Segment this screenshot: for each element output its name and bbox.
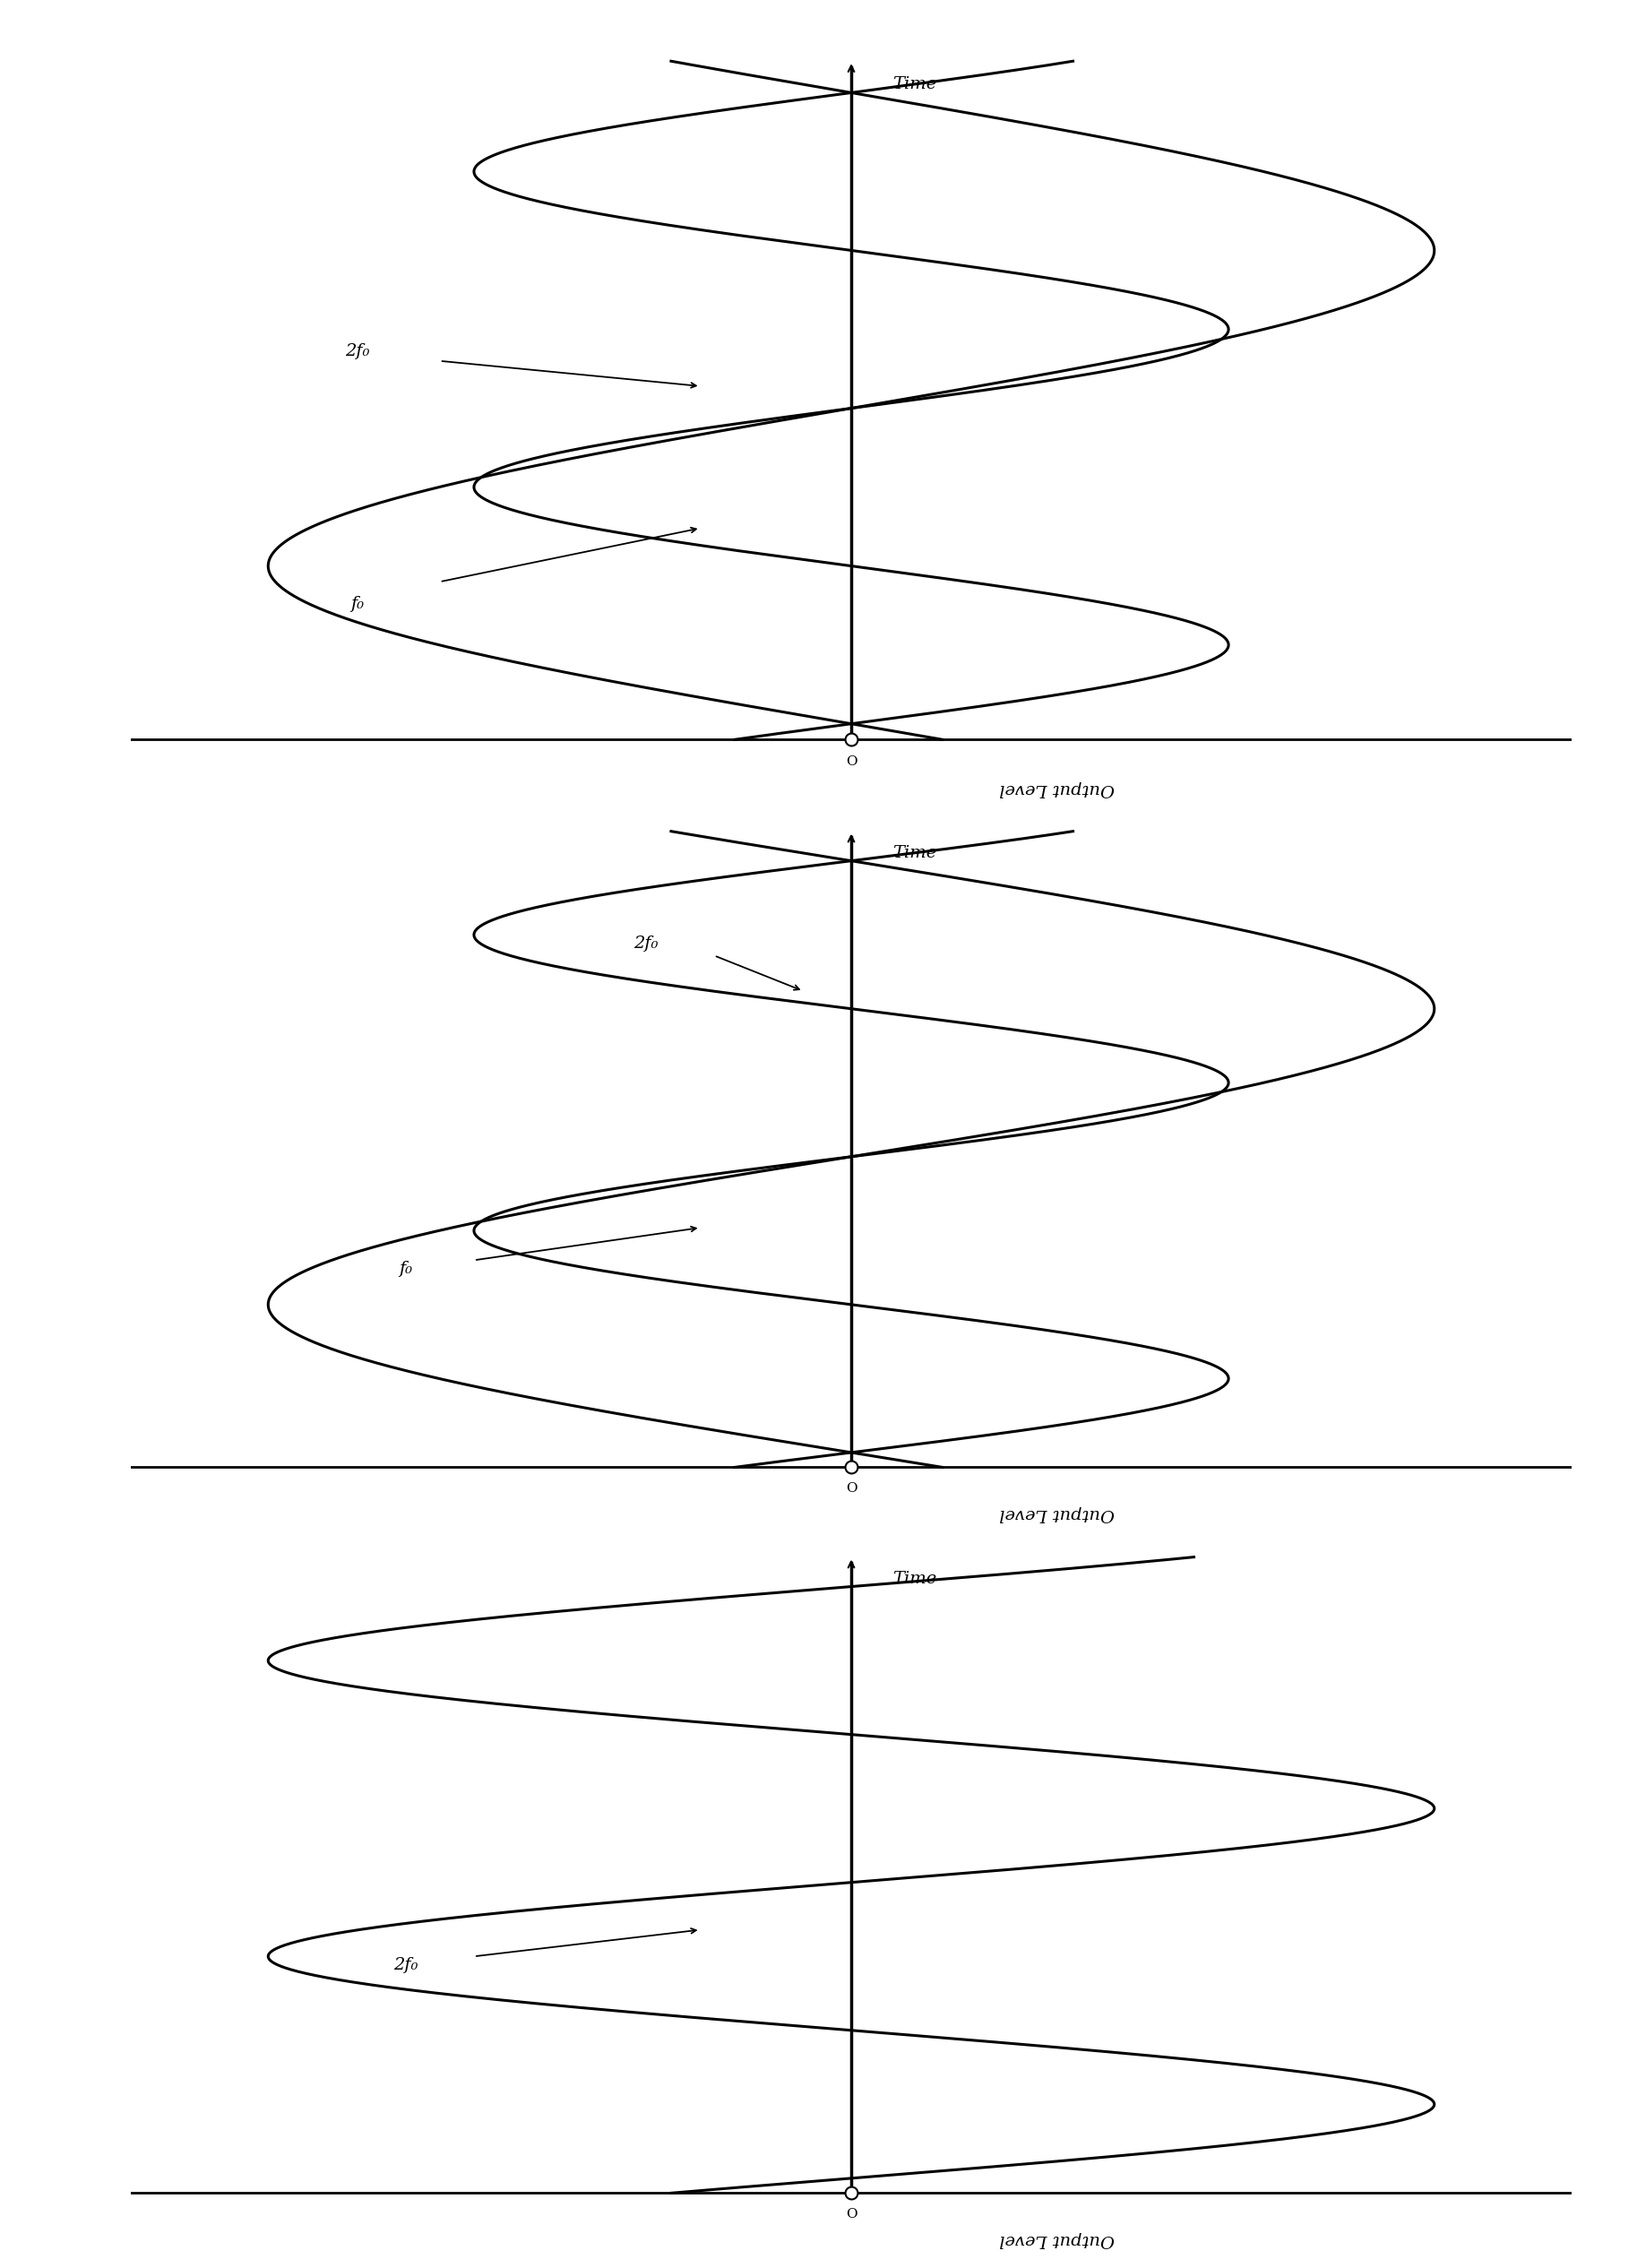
Text: Time: Time bbox=[892, 1569, 936, 1588]
Text: Output Level: Output Level bbox=[999, 780, 1115, 796]
Text: O: O bbox=[846, 1481, 856, 1495]
Text: O: O bbox=[846, 2207, 856, 2220]
Text: 2f₀: 2f₀ bbox=[393, 1957, 417, 1973]
Text: Output Level: Output Level bbox=[999, 2232, 1115, 2248]
Text: O: O bbox=[846, 755, 856, 769]
Text: Output Level: Output Level bbox=[999, 1506, 1115, 1522]
Text: Time: Time bbox=[892, 844, 936, 862]
Text: f₀: f₀ bbox=[350, 596, 363, 612]
Text: 2f₀: 2f₀ bbox=[634, 937, 658, 953]
Text: 2f₀: 2f₀ bbox=[345, 342, 370, 361]
Text: Time: Time bbox=[892, 77, 936, 93]
Text: f₀: f₀ bbox=[398, 1261, 413, 1277]
